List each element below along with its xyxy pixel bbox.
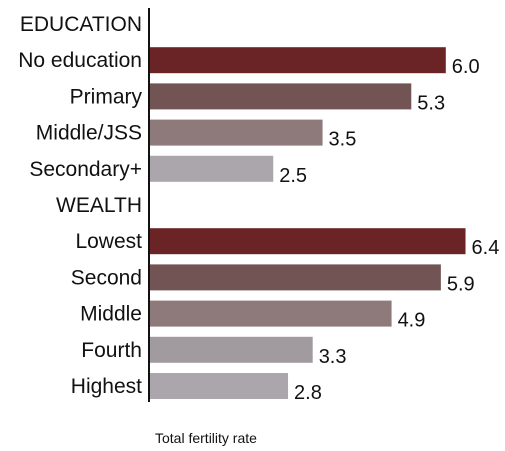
value-label-education-primary: 5.3 <box>417 92 445 114</box>
category-label-education-middle-jss: Middle/JSS <box>36 122 142 145</box>
bar-wealth-middle <box>150 300 392 327</box>
bar-wealth-highest <box>150 373 289 399</box>
chart-marks: EDUCATION No education 6.0 Primary 5.3 Middle… <box>18 13 499 404</box>
value-label-education-no-education: 6.0 <box>452 56 480 78</box>
value-label-education-secondary: 2.5 <box>279 165 307 187</box>
category-label-wealth-second: Second <box>71 266 142 289</box>
x-axis-label: Total fertility rate <box>155 430 257 446</box>
group-label-education: EDUCATION <box>20 13 142 36</box>
bar-education-middle-jss <box>150 119 323 146</box>
bar-wealth-lowest <box>150 228 466 255</box>
category-label-wealth-fourth: Fourth <box>81 339 142 362</box>
category-label-wealth-highest: Highest <box>71 375 142 398</box>
value-label-wealth-fourth: 3.3 <box>319 346 347 368</box>
value-label-wealth-second: 5.9 <box>447 273 475 295</box>
bar-wealth-second <box>150 264 441 291</box>
value-label-education-middle-jss: 3.5 <box>329 129 357 151</box>
bar-education-primary <box>150 83 412 110</box>
bar-wealth-fourth <box>150 336 313 363</box>
group-label-wealth: WEALTH <box>56 194 142 217</box>
category-label-education-no-education: No education <box>18 49 142 72</box>
category-label-wealth-lowest: Lowest <box>75 230 142 253</box>
bar-education-no-education <box>150 47 446 74</box>
value-label-wealth-highest: 2.8 <box>294 382 322 404</box>
category-label-education-primary: Primary <box>70 85 143 108</box>
bar-education-secondary <box>150 155 274 182</box>
value-label-wealth-lowest: 6.4 <box>472 237 500 259</box>
value-label-wealth-middle: 4.9 <box>398 310 426 332</box>
category-label-education-secondary: Secondary+ <box>29 158 142 181</box>
category-label-wealth-middle: Middle <box>80 303 142 326</box>
